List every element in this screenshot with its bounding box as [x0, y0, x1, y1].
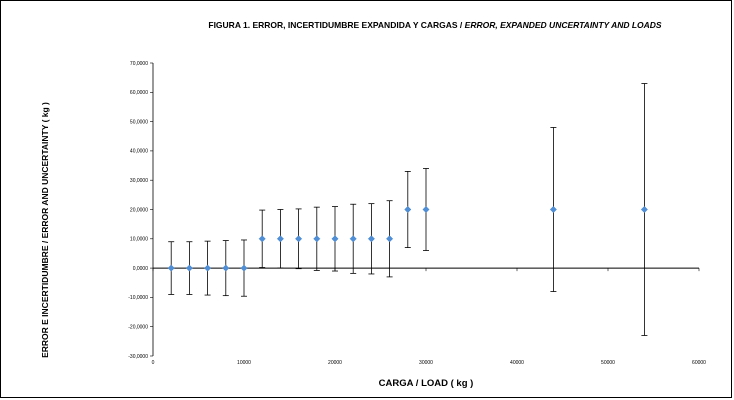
y-tick-label: 20,0000 [130, 207, 148, 213]
data-point-marker [640, 206, 648, 213]
chart-title-main: FIGURA 1. ERROR, INCERTIDUMBRE EXPANDIDA… [208, 20, 463, 30]
y-tick-label: 0,0000 [133, 266, 149, 272]
x-tick-label: 60000 [692, 360, 706, 366]
y-tick-label: -30,0000 [128, 354, 148, 360]
data-point-marker [422, 206, 430, 213]
data-point-marker [313, 235, 321, 243]
data-point-marker [167, 264, 175, 272]
y-tick-label: 10,0000 [130, 237, 148, 243]
x-tick-label: 40000 [510, 360, 524, 366]
x-tick-label: 50000 [601, 360, 615, 366]
y-tick-label: -20,0000 [128, 325, 148, 331]
y-tick-label: 30,0000 [130, 178, 148, 184]
y-tick-label: 60,0000 [130, 90, 148, 96]
x-tick-label: 30000 [419, 360, 433, 366]
x-axis-label: CARGA / LOAD ( kg ) [378, 378, 474, 389]
data-point-marker [549, 206, 557, 213]
y-tick-label: 70,0000 [130, 61, 148, 67]
data-point-marker [349, 235, 357, 243]
data-point-marker [295, 235, 303, 243]
data-point-marker [222, 264, 230, 272]
data-point-marker [404, 206, 412, 213]
chart-title: FIGURA 1. ERROR, INCERTIDUMBRE EXPANDIDA… [140, 20, 730, 30]
data-point-marker [204, 264, 212, 272]
y-tick-label: 50,0000 [130, 119, 148, 125]
y-tick-label: 40,0000 [130, 149, 148, 155]
x-tick-label: 0 [152, 360, 155, 366]
data-point-marker [367, 235, 375, 243]
chart-title-italic: ERROR, EXPANDED UNCERTAINTY AND LOADS [464, 20, 662, 30]
data-point-marker [258, 235, 266, 243]
data-point-marker [185, 264, 193, 272]
data-point-marker [276, 235, 284, 243]
y-tick-label: -10,0000 [128, 295, 148, 301]
x-tick-label: 10000 [237, 360, 251, 366]
data-point-marker [240, 264, 248, 272]
data-point-marker [331, 235, 339, 243]
data-point-marker [386, 235, 394, 243]
x-tick-label: 20000 [328, 360, 342, 366]
